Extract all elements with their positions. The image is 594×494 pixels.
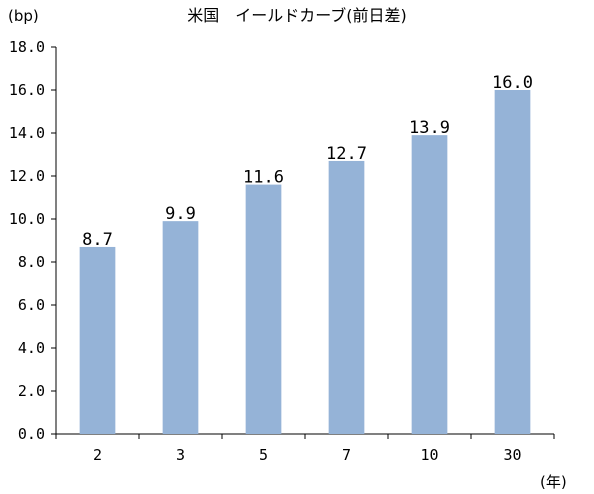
x-tick-label: 10 [420, 446, 438, 464]
data-label: 16.0 [492, 73, 533, 93]
x-tick-label: 3 [176, 446, 185, 464]
data-label: 9.9 [165, 204, 196, 224]
y-tick-label: 0.0 [18, 425, 45, 443]
x-tick-label: 2 [93, 446, 102, 464]
y-axis-unit-label: (bp) [8, 7, 39, 25]
data-labels-group: 8.7 9.9 11.6 12.7 13.9 16.0 [82, 73, 533, 250]
y-tick-label: 2.0 [18, 382, 45, 400]
data-label: 12.7 [326, 144, 367, 164]
x-tick-label: 5 [259, 446, 268, 464]
bars-group [79, 90, 531, 434]
x-tick-label: 30 [503, 446, 521, 464]
y-tick-label: 10.0 [9, 210, 45, 228]
bar [162, 221, 199, 434]
y-tick-label: 8.0 [18, 253, 45, 271]
data-label: 13.9 [409, 118, 450, 138]
data-label: 11.6 [243, 168, 284, 188]
y-tick-label: 4.0 [18, 339, 45, 357]
y-tick-label: 16.0 [9, 81, 45, 99]
bar [494, 90, 531, 434]
chart-title: 米国 イールドカーブ(前日差) [187, 6, 407, 25]
y-tick-label: 6.0 [18, 296, 45, 314]
axes-group: 0.0 2.0 4.0 6.0 8.0 10.0 12.0 14.0 16.0 18.0 2 3 5 7 1… [9, 38, 555, 464]
x-tick-label: 7 [342, 446, 351, 464]
bar [328, 160, 365, 434]
y-tick-label: 18.0 [9, 38, 45, 56]
data-label: 8.7 [82, 230, 113, 250]
y-tick-label: 14.0 [9, 124, 45, 142]
bar [79, 246, 116, 434]
bar [245, 184, 282, 434]
y-tick-label: 12.0 [9, 167, 45, 185]
bar [411, 135, 448, 434]
x-axis-unit-label: (年) [540, 473, 567, 491]
